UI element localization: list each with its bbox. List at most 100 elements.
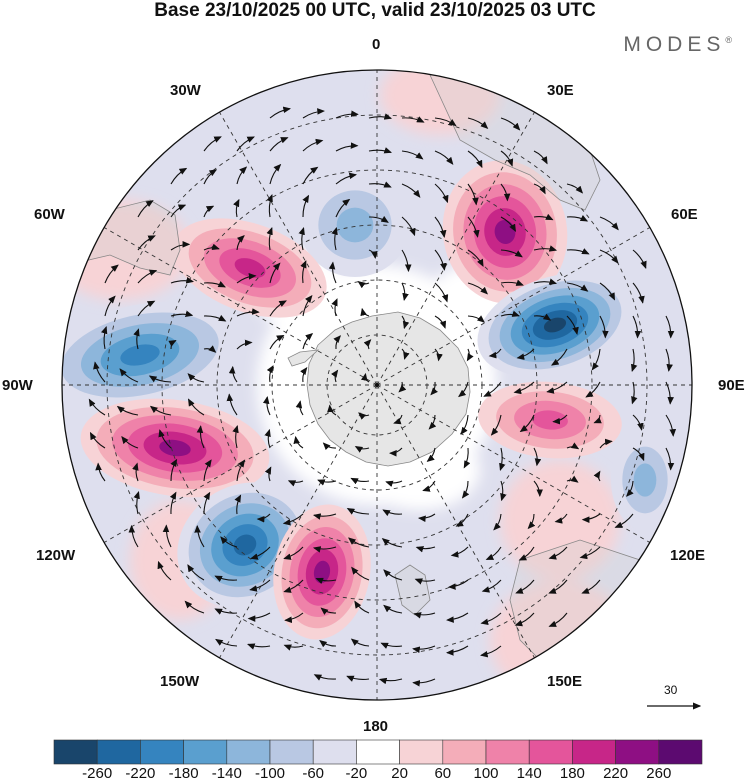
wind-arrow	[401, 116, 425, 123]
brand-text: MODES	[623, 33, 726, 56]
wind-arrow	[328, 261, 337, 284]
anomaly-high-near-105w	[80, 398, 270, 498]
wind-arrow	[302, 166, 319, 185]
lon-label-0: 0	[372, 36, 381, 53]
wind-arrow	[256, 513, 271, 523]
wind-arrow	[315, 577, 337, 585]
lon-label-120w: 120W	[36, 547, 76, 564]
wind-arrow	[363, 339, 372, 350]
wind-arrow	[203, 136, 222, 152]
wind-arrow	[445, 645, 469, 656]
new-zealand-outline	[394, 564, 431, 616]
wind-arrow	[446, 612, 469, 623]
colorbar-swatch	[356, 739, 400, 765]
antarctic-peninsula	[287, 349, 320, 367]
colorbar-swatch	[140, 739, 184, 765]
wind-arrow	[317, 479, 337, 486]
wind-arrow	[428, 414, 437, 430]
wind-arrow	[434, 282, 449, 303]
wind-arrow	[500, 150, 514, 167]
wind-arrow	[398, 381, 407, 393]
wind-arrow	[196, 425, 205, 449]
wind-arrow	[599, 438, 613, 449]
colorbar-swatch	[399, 739, 444, 765]
wind-arrow	[249, 579, 271, 592]
wind-arrow	[269, 300, 287, 317]
wind-arrow	[632, 315, 642, 339]
wind-arrow	[187, 398, 205, 416]
wind-arrow	[579, 546, 601, 560]
colorbar-swatch	[312, 739, 357, 765]
wind-arrow	[513, 381, 535, 395]
wind-arrow	[467, 183, 479, 206]
wind-arrow	[500, 249, 523, 258]
wind-arrow	[665, 414, 677, 437]
wind-arrow	[331, 226, 338, 251]
wind-arrow	[116, 405, 139, 416]
wind-arrow	[566, 282, 589, 292]
wind-arrow	[493, 513, 502, 531]
wind-arrow	[422, 480, 436, 492]
australia-outline	[509, 539, 691, 700]
wind-arrow	[95, 462, 106, 482]
wind-arrow	[434, 216, 447, 239]
wind-arrow	[283, 579, 304, 593]
wind-arrow	[101, 325, 108, 350]
wind-arrow	[121, 435, 139, 449]
wind-arrow	[203, 281, 226, 288]
colorbar-tick-label: 260	[646, 765, 672, 782]
wind-arrow	[514, 612, 535, 627]
lon-label-60e: 60E	[671, 206, 698, 223]
wind-arrow	[665, 315, 675, 339]
wind-arrow	[354, 600, 370, 614]
wind-arrow	[348, 537, 370, 548]
colorbar-swatch	[183, 739, 228, 765]
reference-vector-label: 30	[664, 683, 678, 697]
wind-arrow	[533, 480, 544, 498]
wind-arrow	[215, 638, 238, 647]
anomaly-contour	[532, 410, 568, 430]
wind-arrow	[203, 205, 215, 218]
wind-arrow	[533, 313, 552, 321]
wind-arrow	[581, 513, 601, 523]
wind-arrow	[331, 369, 339, 383]
anomaly-contour	[233, 534, 257, 556]
wind-arrow	[169, 491, 177, 515]
anomaly-contour	[336, 207, 374, 243]
wind-arrow	[298, 226, 305, 251]
wind-arrow	[412, 678, 436, 687]
wind-arrow	[483, 381, 502, 397]
wind-arrow	[481, 579, 502, 593]
wind-arrow	[460, 414, 469, 435]
wind-arrow	[300, 260, 307, 284]
anomaly-contour	[543, 317, 567, 333]
wind-arrow	[226, 393, 238, 416]
wind-arrow	[401, 183, 421, 198]
wind-arrow	[466, 348, 474, 362]
wind-arrow	[335, 142, 359, 152]
wind-arrow	[320, 607, 337, 615]
wind-arrow	[401, 348, 410, 360]
wind-arrow	[434, 348, 443, 362]
wind-arrow	[548, 612, 568, 627]
wind-arrow	[284, 612, 304, 624]
colorbar-tick-label: -20	[345, 765, 368, 782]
wind-arrow	[236, 308, 260, 317]
wind-arrow	[552, 414, 568, 425]
wind-arrow	[269, 137, 289, 152]
wind-arrow	[591, 348, 601, 371]
wind-arrow	[322, 442, 337, 451]
wind-arrow	[295, 400, 304, 416]
wind-arrow	[500, 310, 520, 317]
wind-arrow	[354, 446, 370, 453]
wind-arrow	[632, 447, 645, 462]
wind-arrow	[236, 339, 253, 350]
wind-arrow	[515, 579, 535, 594]
wind-arrow	[378, 677, 403, 685]
wind-arrow	[335, 198, 351, 218]
wind-arrow	[350, 638, 370, 647]
lon-label-150e: 150E	[547, 673, 583, 690]
lon-label-120e: 120E	[670, 547, 706, 564]
wind-arrow	[665, 447, 675, 471]
